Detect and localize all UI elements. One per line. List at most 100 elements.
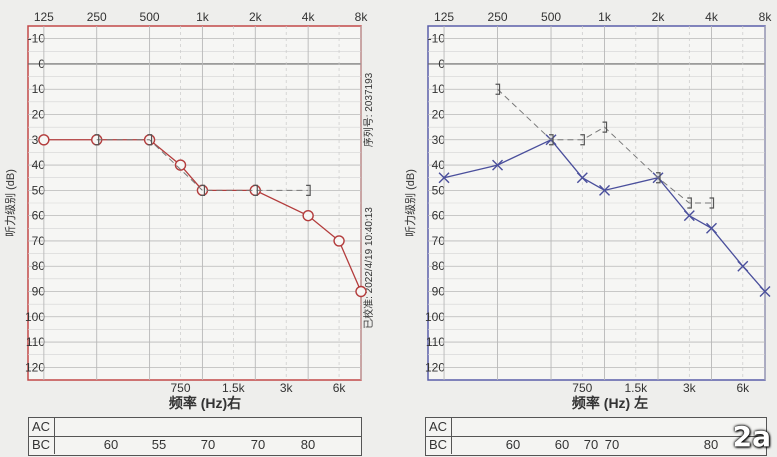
y-tick-label: 70 bbox=[32, 234, 46, 248]
y-tick-label: 50 bbox=[432, 183, 446, 197]
x-tick-label-top: 1k bbox=[598, 10, 612, 24]
x-tick-label-top: 250 bbox=[488, 10, 508, 24]
audiogram-left: -10 0 10 20 30 40 50 60 70 80 90 100 110 120 125 250 500… bbox=[404, 10, 772, 411]
ac-cross-marker bbox=[492, 159, 504, 171]
bc-bracket-marker bbox=[147, 134, 153, 146]
ac-cross-marker bbox=[737, 260, 749, 272]
y-tick-label: 60 bbox=[32, 209, 46, 223]
bc-value: 70 bbox=[583, 437, 599, 452]
y-tick-label: 40 bbox=[32, 158, 46, 172]
y-tick-label: 40 bbox=[432, 158, 446, 172]
y-tick-label: 0 bbox=[38, 57, 45, 71]
bc-value: 80 bbox=[300, 437, 316, 452]
y-tick-label: 120 bbox=[25, 360, 45, 374]
y-tick-label: -10 bbox=[428, 32, 446, 46]
y-tick-label: 0 bbox=[438, 57, 445, 71]
y-tick-label: 70 bbox=[432, 234, 446, 248]
y-axis-label: 听力级别 (dB) bbox=[4, 169, 17, 237]
x-tick-label-top: 4k bbox=[302, 10, 316, 24]
bc-label: BC bbox=[426, 436, 452, 454]
x-tick-label-top: 8k bbox=[759, 10, 773, 24]
x-tick-label-top: 500 bbox=[140, 10, 160, 24]
ac-cross-marker bbox=[576, 172, 588, 184]
bc-bracket-marker bbox=[656, 172, 661, 184]
ac-cross-marker bbox=[759, 286, 771, 297]
ac-circle-marker bbox=[38, 134, 50, 146]
ac-cross-marker bbox=[706, 222, 718, 234]
bc-value: 55 bbox=[151, 437, 167, 452]
x-axis-label: 频率 (Hz) 左 bbox=[572, 395, 648, 411]
side-text: 序列号: 2037193 bbox=[362, 72, 375, 147]
bc-value: 70 bbox=[604, 437, 620, 452]
bc-series-line bbox=[96, 139, 309, 191]
x-axis-label: 频率 (Hz)右 bbox=[169, 395, 241, 411]
bc-bracket-marker bbox=[306, 184, 311, 196]
bc-bracket-marker bbox=[709, 197, 715, 209]
ac-cross-marker bbox=[438, 172, 450, 184]
ac-circle-marker bbox=[333, 235, 345, 247]
ac-cross-marker bbox=[599, 184, 611, 196]
right-ear-threshold-table: AC BC 60 55 70 70 80 bbox=[28, 417, 362, 456]
x-tick-label-bottom: 750 bbox=[572, 381, 592, 395]
x-tick-label-top: 250 bbox=[87, 10, 107, 24]
bc-value: 70 bbox=[250, 437, 266, 452]
x-tick-label-top: 2k bbox=[652, 10, 666, 24]
ac-row: AC bbox=[29, 418, 361, 437]
x-tick-label-top: 125 bbox=[34, 10, 54, 24]
y-tick-label: 10 bbox=[32, 82, 46, 96]
x-tick-label-top: 4k bbox=[705, 10, 719, 24]
y-tick-label: -10 bbox=[28, 32, 46, 46]
y-tick-label: 90 bbox=[32, 285, 46, 299]
bc-bracket-marker bbox=[94, 134, 100, 146]
bc-bracket-marker bbox=[495, 83, 501, 95]
y-tick-label: 110 bbox=[26, 335, 45, 349]
bc-bracket-marker bbox=[580, 134, 585, 146]
y-tick-label: 10 bbox=[432, 82, 446, 96]
left-ear-threshold-table: AC BC 60 60 70 70 80 bbox=[425, 417, 767, 456]
y-tick-label: 100 bbox=[425, 310, 445, 324]
figure-badge: 2a bbox=[732, 420, 771, 453]
ac-series-line bbox=[443, 138, 766, 292]
y-tick-label: 80 bbox=[32, 259, 46, 273]
y-tick-label: 60 bbox=[432, 209, 446, 223]
bc-bracket-marker bbox=[549, 134, 554, 146]
side-text: 已校准: 2022/4/19 10:40:13 bbox=[362, 207, 375, 329]
x-tick-label-bottom: 3k bbox=[280, 381, 294, 395]
bc-row: BC 60 55 70 70 80 bbox=[29, 436, 361, 454]
bc-bracket-marker bbox=[687, 197, 692, 209]
bc-value: 60 bbox=[554, 437, 570, 452]
y-tick-label: 20 bbox=[32, 108, 46, 122]
ac-circle-marker bbox=[302, 209, 314, 222]
y-axis-label: 听力级别 (dB) bbox=[404, 169, 417, 237]
bc-bracket-marker bbox=[200, 184, 206, 196]
y-tick-label: 50 bbox=[32, 183, 46, 197]
x-tick-label-top: 125 bbox=[434, 10, 454, 24]
ac-circle-marker bbox=[174, 159, 187, 171]
x-tick-label-bottom: 6k bbox=[736, 381, 750, 395]
bc-series-line bbox=[497, 88, 712, 204]
x-tick-label-bottom: 750 bbox=[170, 381, 190, 395]
y-tick-label: 30 bbox=[432, 133, 446, 147]
y-tick-label: 120 bbox=[425, 360, 445, 374]
ac-row: AC bbox=[426, 418, 766, 437]
bc-row: BC 60 60 70 70 80 bbox=[426, 436, 766, 454]
y-tick-label: 80 bbox=[432, 259, 446, 273]
ac-label: AC bbox=[29, 418, 55, 436]
bc-value: 60 bbox=[103, 437, 119, 452]
bc-value: 70 bbox=[200, 437, 216, 452]
x-tick-label-top: 1k bbox=[196, 10, 210, 24]
bc-value: 80 bbox=[703, 437, 719, 452]
audiogram-right: -100102030405060708090100110120125250500… bbox=[4, 10, 375, 411]
x-tick-label-top: 8k bbox=[355, 10, 369, 24]
bc-value: 60 bbox=[505, 437, 521, 452]
y-tick-label: 100 bbox=[25, 310, 45, 324]
ac-cross-marker bbox=[683, 210, 695, 222]
x-tick-label-top: 2k bbox=[249, 10, 263, 24]
bc-bracket-marker bbox=[253, 184, 258, 196]
ac-label: AC bbox=[426, 418, 452, 436]
x-tick-label-bottom: 6k bbox=[333, 381, 347, 395]
y-tick-label: 20 bbox=[432, 108, 446, 122]
y-tick-label: 110 bbox=[426, 335, 445, 349]
